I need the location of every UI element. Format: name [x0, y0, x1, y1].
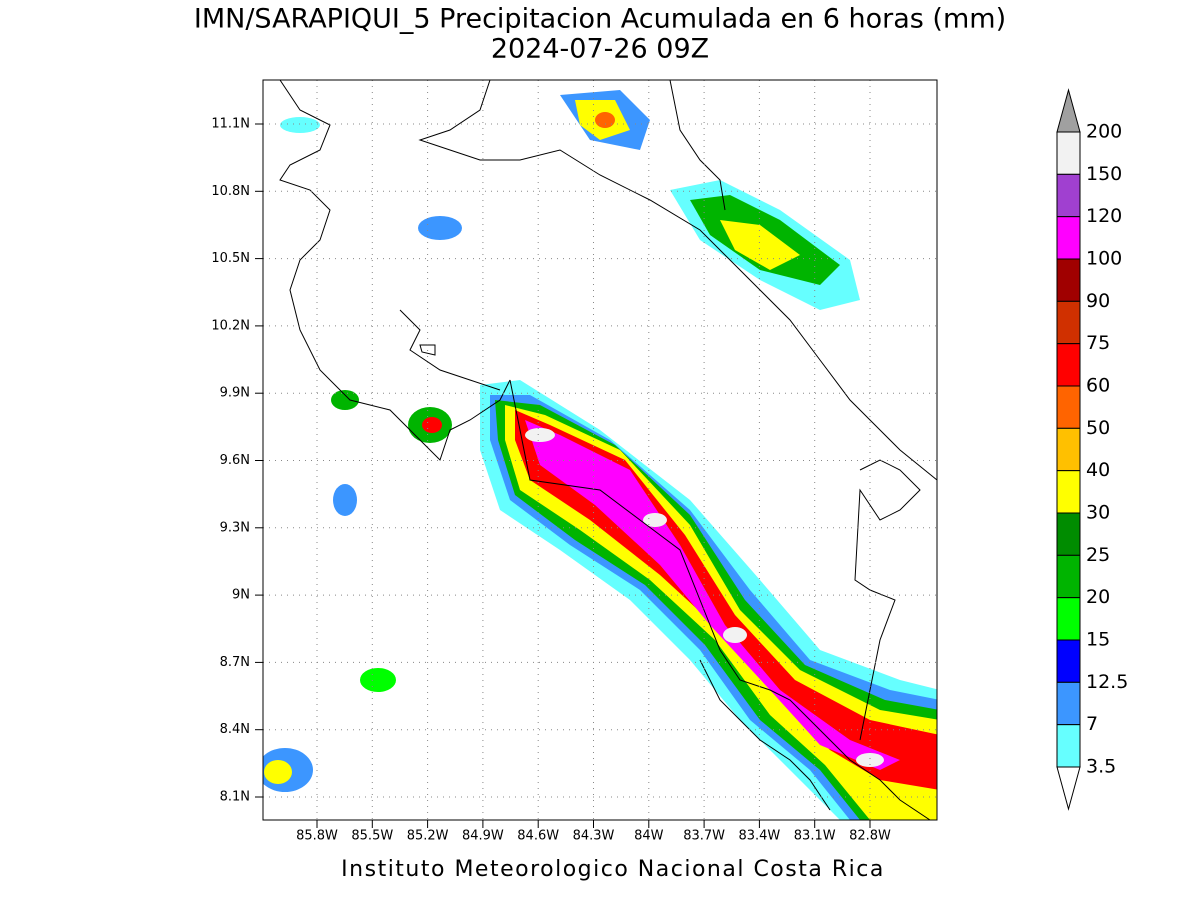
lon-label: 85.2W [407, 829, 449, 844]
colorbar-bin [1056, 173, 1081, 218]
colorbar-bin [1056, 724, 1081, 768]
colorbar-label: 40 [1086, 459, 1110, 481]
colorbar-bin [1056, 343, 1081, 387]
colorbar-label: 75 [1086, 332, 1110, 354]
lat-label: 8.7N [220, 655, 250, 670]
colorbar-bin [1056, 385, 1081, 429]
lon-label: 83.7W [683, 829, 725, 844]
lat-label: 10.2N [211, 318, 250, 333]
colorbar-bin [1056, 300, 1081, 345]
coastlines [279, 80, 937, 820]
colorbar-label: 30 [1086, 502, 1110, 524]
colorbar-label: 60 [1086, 375, 1110, 397]
precip-field [263, 90, 937, 820]
lon-label: 82.8W [849, 829, 891, 844]
footer: Instituto Meteorologico Nacional Costa R… [341, 857, 885, 882]
lon-label: 84.6W [517, 829, 559, 844]
lat-label: 8.4N [220, 722, 250, 737]
colorbar-under [1056, 766, 1081, 811]
lon-label: 84.9W [462, 829, 504, 844]
colorbar-label: 15 [1086, 629, 1110, 651]
colorbar-label: 50 [1086, 417, 1110, 439]
colorbar-bin [1056, 131, 1081, 175]
lat-label: 10.5N [211, 251, 250, 266]
lat-label: 9.6N [220, 453, 250, 468]
lon-label: 83.4W [738, 829, 780, 844]
colorbar-bin [1056, 470, 1081, 514]
title: IMN/SARAPIQUI_5 Precipitacion Acumulada … [194, 4, 1006, 35]
lon-label: 84W [634, 829, 664, 844]
colorbar-label: 150 [1086, 163, 1122, 185]
colorbar-bin [1056, 512, 1081, 556]
colorbar-label: 7 [1086, 713, 1098, 735]
map-frame [262, 79, 938, 821]
lat-label: 9.9N [220, 386, 250, 401]
lon-label: 85.5W [351, 829, 393, 844]
colorbar-bin [1056, 681, 1081, 726]
colorbar-label: 25 [1086, 544, 1110, 566]
lon-label: 84.3W [573, 829, 615, 844]
colorbar-label: 90 [1086, 290, 1110, 312]
lat-label: 9N [232, 588, 250, 603]
grid: 11.1N 10.8N 10.5N 10.2N 9.9N 9.6N 9.3N 9N 8.7N 8.… [211, 80, 937, 844]
lon-label: 85.8W [296, 829, 338, 844]
lat-label: 11.1N [211, 117, 250, 132]
colorbar-label: 3.5 [1086, 756, 1116, 778]
colorbar-label: 200 [1086, 121, 1122, 143]
colorbar-label: 100 [1086, 248, 1122, 270]
colorbar-bin [1056, 597, 1081, 641]
lat-label: 9.3N [220, 520, 250, 535]
colorbar-bin [1056, 554, 1081, 599]
lon-label: 83.1W [794, 829, 836, 844]
colorbar-over [1056, 88, 1081, 133]
subtitle: 2024-07-26 09Z [491, 34, 709, 65]
colorbar-bin [1056, 258, 1081, 302]
colorbar: 200 150 120 100 90 75 60 50 40 30 25 20 15 12.5 7 3.5 [1056, 88, 1128, 811]
colorbar-label: 20 [1086, 586, 1110, 608]
lat-label: 8.1N [220, 790, 250, 805]
colorbar-bin [1056, 427, 1081, 472]
colorbar-label: 12.5 [1086, 671, 1128, 693]
colorbar-label: 120 [1086, 205, 1122, 227]
colorbar-bin [1056, 639, 1081, 683]
colorbar-bin [1056, 216, 1081, 260]
lat-label: 10.8N [211, 184, 250, 199]
